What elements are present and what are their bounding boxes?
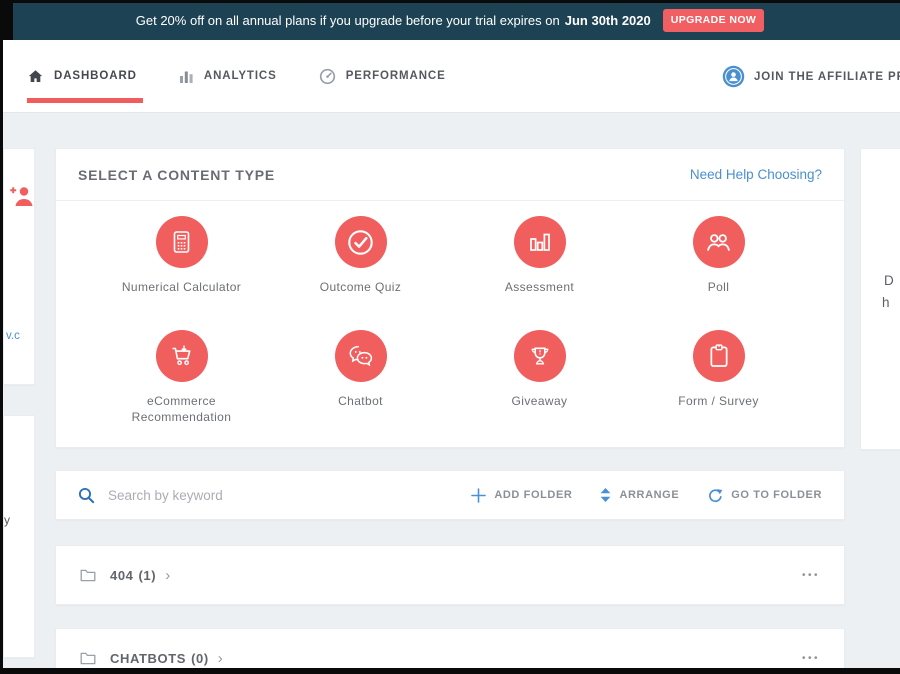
content-type-assessment[interactable]: Assessment bbox=[450, 216, 629, 295]
left-panel-card-bottom: y bbox=[3, 415, 35, 658]
trial-banner: Get 20% off on all annual plans if you u… bbox=[0, 0, 900, 40]
content-type-label: eCommerce Recommendation bbox=[131, 394, 232, 424]
left-panel-link-fragment[interactable]: v.c bbox=[6, 330, 20, 342]
content-type-ecommerce-recommendation[interactable]: eCommerce Recommendation bbox=[92, 330, 271, 425]
add-folder-label: ADD FOLDER bbox=[494, 489, 573, 501]
content-type-label: Form / Survey bbox=[678, 394, 759, 408]
content-type-label: Poll bbox=[707, 280, 730, 294]
sort-arrows-icon bbox=[600, 488, 611, 502]
trophy-icon bbox=[513, 330, 566, 382]
content-type-chatbot[interactable]: Chatbot bbox=[271, 330, 450, 425]
folder-icon bbox=[80, 652, 96, 665]
screen-edge-top bbox=[0, 0, 900, 3]
clipboard-icon bbox=[692, 330, 745, 382]
content-type-card: SELECT A CONTENT TYPE Need Help Choosing… bbox=[55, 148, 845, 448]
go-to-folder-button[interactable]: GO TO FOLDER bbox=[707, 488, 822, 503]
add-person-icon[interactable] bbox=[9, 185, 34, 207]
right-panel-text-line2: h bbox=[882, 295, 890, 310]
content-type-grid: Numerical Calculator Outcome Quiz Assess… bbox=[56, 201, 844, 425]
content-type-card-header: SELECT A CONTENT TYPE Need Help Choosing… bbox=[56, 149, 844, 201]
nav-tab-performance-label: PERFORMANCE bbox=[345, 70, 446, 82]
chevron-right-icon: › bbox=[165, 566, 171, 584]
content-type-title: SELECT A CONTENT TYPE bbox=[78, 166, 275, 183]
more-menu-icon[interactable]: ••• bbox=[801, 652, 820, 664]
gauge-icon bbox=[319, 68, 336, 85]
screen-edge-left bbox=[0, 0, 3, 674]
folder-row-chatbots[interactable]: CHATBOTS (0) › ••• bbox=[55, 628, 845, 674]
goto-arrow-icon bbox=[707, 488, 723, 503]
folder-name: CHATBOTS bbox=[110, 650, 187, 666]
folder-count: (0) bbox=[191, 650, 209, 666]
search-input[interactable] bbox=[108, 487, 472, 503]
arrange-button[interactable]: ARRANGE bbox=[600, 488, 679, 502]
bar-chart-icon bbox=[179, 68, 194, 84]
screen-edge-bottom bbox=[0, 668, 900, 674]
join-affiliate-label: JOIN THE AFFILIATE PROGRAM bbox=[754, 70, 900, 83]
bar-chart-icon bbox=[513, 216, 566, 268]
content-type-giveaway[interactable]: Giveaway bbox=[450, 330, 629, 425]
left-panel-text-fragment: y bbox=[4, 513, 10, 527]
right-panel-card: D h bbox=[860, 148, 900, 450]
shopping-cart-icon bbox=[155, 330, 208, 382]
trial-banner-message: Get 20% off on all annual plans if you u… bbox=[135, 12, 560, 28]
go-to-folder-label: GO TO FOLDER bbox=[731, 489, 822, 501]
screen-edge-banner-left bbox=[0, 0, 13, 40]
folder-toolbar-card: ADD FOLDER ARRANGE GO TO FOLDER bbox=[55, 470, 845, 520]
content-type-label: Giveaway bbox=[511, 394, 568, 408]
nav-tab-dashboard-label: DASHBOARD bbox=[54, 70, 137, 82]
plus-icon bbox=[471, 487, 487, 503]
content-type-label: Assessment bbox=[504, 280, 575, 294]
nav-tab-analytics[interactable]: ANALYTICS bbox=[179, 68, 277, 84]
folder-count: (1) bbox=[138, 567, 157, 583]
folder-row-404[interactable]: 404 (1) › ••• bbox=[55, 545, 845, 605]
folder-icon bbox=[80, 569, 96, 582]
need-help-choosing-link[interactable]: Need Help Choosing? bbox=[689, 167, 822, 182]
search-icon bbox=[78, 487, 95, 504]
content-type-label: Outcome Quiz bbox=[319, 280, 402, 294]
folder-actions: ADD FOLDER ARRANGE GO TO FOLDER bbox=[471, 487, 822, 503]
content-type-form-survey[interactable]: Form / Survey bbox=[629, 330, 808, 425]
right-panel-text-line1: D bbox=[884, 273, 895, 288]
join-affiliate-link[interactable]: JOIN THE AFFILIATE PROGRAM bbox=[722, 40, 900, 113]
active-tab-indicator bbox=[27, 98, 143, 103]
trial-expiry-date: Jun 30th 2020 bbox=[564, 12, 651, 28]
people-icon bbox=[692, 216, 745, 268]
nav-tab-dashboard[interactable]: DASHBOARD bbox=[27, 68, 137, 85]
chat-bubbles-icon bbox=[334, 330, 387, 382]
nav-tab-analytics-label: ANALYTICS bbox=[203, 70, 277, 82]
affiliate-person-icon bbox=[722, 65, 745, 88]
content-type-label: Chatbot bbox=[338, 394, 383, 408]
content-type-numerical-calculator[interactable]: Numerical Calculator bbox=[92, 216, 271, 295]
check-circle-icon bbox=[334, 216, 387, 268]
nav-tab-performance[interactable]: PERFORMANCE bbox=[319, 68, 446, 85]
top-nav: DASHBOARD ANALYTICS PERFORMANCE JOIN THE… bbox=[0, 40, 900, 113]
left-panel-card-top: v.c bbox=[3, 148, 35, 385]
content-type-label: Numerical Calculator bbox=[121, 280, 242, 294]
home-icon bbox=[27, 68, 44, 85]
content-type-outcome-quiz[interactable]: Outcome Quiz bbox=[271, 216, 450, 295]
folder-name: 404 bbox=[110, 567, 134, 583]
arrange-label: ARRANGE bbox=[619, 489, 680, 501]
calculator-icon bbox=[155, 216, 208, 268]
upgrade-now-button[interactable]: UPGRADE NOW bbox=[662, 8, 765, 32]
add-folder-button[interactable]: ADD FOLDER bbox=[471, 487, 573, 503]
chevron-right-icon: › bbox=[217, 649, 223, 667]
content-type-poll[interactable]: Poll bbox=[629, 216, 808, 295]
more-menu-icon[interactable]: ••• bbox=[801, 569, 820, 581]
